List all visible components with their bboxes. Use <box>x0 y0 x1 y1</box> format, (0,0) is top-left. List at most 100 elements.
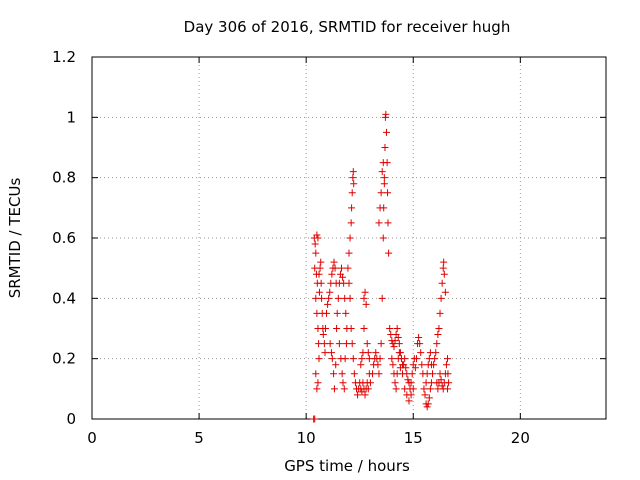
data-point <box>363 340 371 348</box>
data-point <box>350 370 358 378</box>
data-point <box>388 355 396 363</box>
data-point <box>321 349 329 357</box>
data-point <box>349 168 357 176</box>
data-point <box>317 279 325 287</box>
data-point <box>314 234 322 242</box>
data-point <box>391 337 399 345</box>
data-point <box>347 325 355 332</box>
data-point <box>331 264 339 272</box>
data-point <box>327 349 335 357</box>
data-point <box>424 400 432 408</box>
data-point <box>361 391 369 399</box>
data-point <box>440 270 448 278</box>
data-point <box>311 240 319 248</box>
data-points <box>310 110 453 423</box>
data-point <box>382 128 390 136</box>
data-point <box>426 349 434 357</box>
data-point <box>348 204 356 212</box>
data-point <box>340 385 348 393</box>
data-point <box>334 294 342 302</box>
data-point <box>346 294 354 302</box>
data-point <box>348 189 356 197</box>
data-point <box>312 370 320 378</box>
data-point <box>366 379 374 387</box>
data-point <box>348 340 356 348</box>
data-point <box>357 361 365 369</box>
data-point <box>381 144 389 151</box>
data-point <box>391 379 399 387</box>
data-point <box>338 264 346 272</box>
data-point <box>339 379 347 387</box>
data-point <box>378 168 386 176</box>
data-point <box>384 219 392 227</box>
data-point <box>435 325 443 332</box>
data-point <box>401 355 409 363</box>
data-point <box>341 355 349 363</box>
data-point <box>333 325 341 332</box>
data-point <box>407 391 415 399</box>
data-point <box>379 159 387 167</box>
data-point <box>332 361 340 369</box>
data-point <box>315 270 323 278</box>
data-point <box>315 288 323 296</box>
y-tick-label: 0.8 <box>52 169 76 187</box>
data-point <box>390 343 398 351</box>
data-point <box>436 309 444 317</box>
data-point <box>375 219 383 227</box>
data-point <box>369 370 377 378</box>
data-point <box>417 349 425 357</box>
data-point <box>378 294 386 302</box>
x-axis-label: GPS time / hours <box>284 457 410 475</box>
data-point <box>408 370 416 378</box>
data-point <box>330 385 338 393</box>
data-point <box>409 385 417 393</box>
data-point <box>434 331 442 339</box>
y-tick-label: 0.2 <box>52 350 76 368</box>
data-point <box>321 325 329 332</box>
data-point <box>402 364 410 372</box>
data-point <box>407 379 415 387</box>
data-point <box>444 370 452 378</box>
axis-ticks: 0 5 10 15 20 0 0.2 0.4 0.6 0.8 1 1.2 <box>52 48 606 447</box>
x-tick-label: 10 <box>297 429 316 447</box>
data-point <box>386 325 394 332</box>
data-point <box>376 355 384 363</box>
x-tick-label: 5 <box>194 429 204 447</box>
data-point <box>311 415 319 423</box>
data-point <box>418 361 426 369</box>
data-point <box>349 355 357 363</box>
data-point <box>360 325 368 332</box>
data-point <box>394 355 402 363</box>
data-point <box>423 370 431 378</box>
data-point <box>345 249 353 257</box>
data-point <box>361 288 369 296</box>
data-point <box>372 349 380 357</box>
data-point <box>404 376 412 384</box>
data-point <box>442 361 450 369</box>
data-point <box>416 340 424 348</box>
data-point <box>438 279 446 287</box>
y-tick-label: 0.6 <box>52 229 76 247</box>
data-point <box>444 355 452 363</box>
chart-title: Day 306 of 2016, SRMTID for receiver hug… <box>184 18 511 36</box>
data-point <box>326 288 334 296</box>
data-point <box>345 279 353 287</box>
data-point <box>314 379 322 387</box>
data-point <box>425 355 433 363</box>
data-point <box>380 174 388 182</box>
data-point <box>425 394 433 402</box>
y-tick-label: 0 <box>66 410 76 428</box>
data-point <box>358 355 366 363</box>
data-point <box>411 364 419 372</box>
data-point <box>349 174 357 182</box>
data-point <box>315 355 323 363</box>
data-point <box>330 258 338 266</box>
data-point <box>313 385 321 393</box>
data-point <box>328 355 336 363</box>
data-point <box>412 355 420 363</box>
data-point <box>444 385 452 393</box>
data-point <box>382 110 390 118</box>
data-point <box>439 264 447 272</box>
